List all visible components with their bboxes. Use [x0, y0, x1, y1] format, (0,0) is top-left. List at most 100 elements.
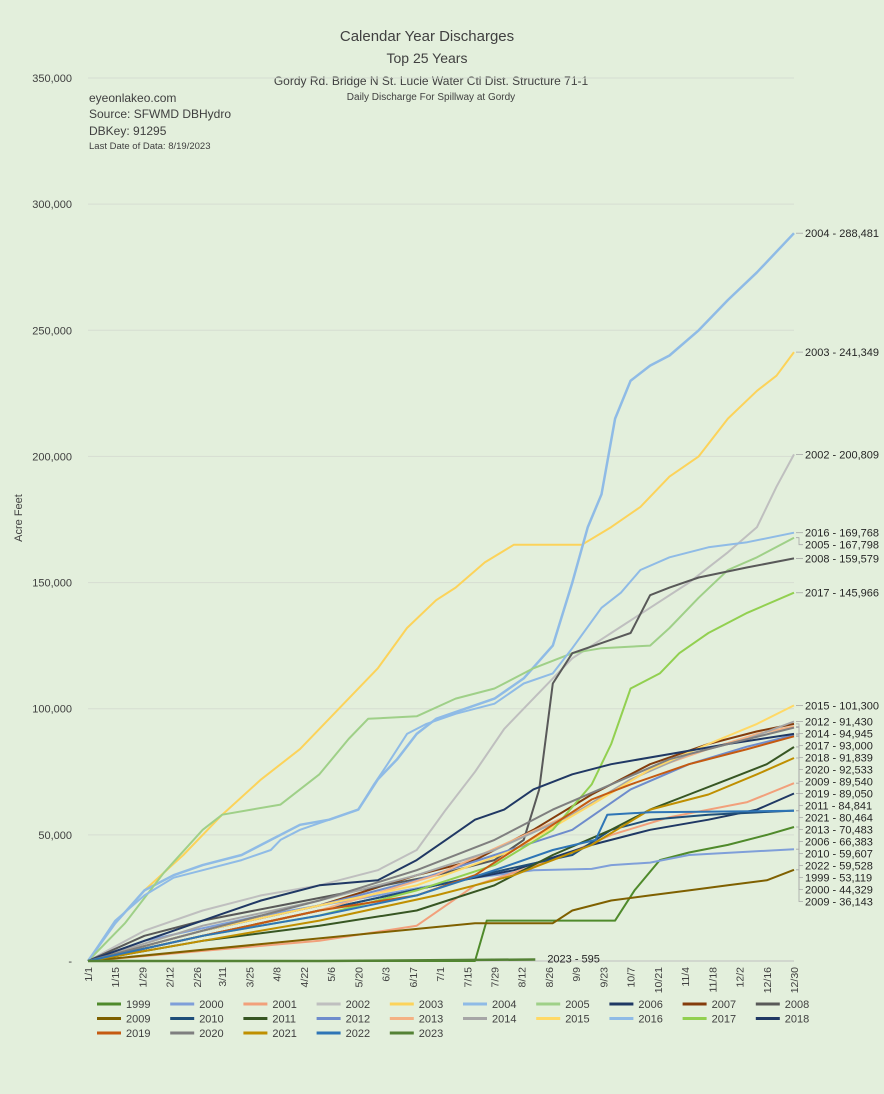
- leader-line: [796, 810, 803, 854]
- end-label: 2002 - 200,809: [805, 449, 879, 461]
- series-line-2009: [87, 868, 795, 962]
- x-tick-label: 1/1: [83, 967, 95, 982]
- leader-line: [796, 869, 803, 902]
- y-tick-label: 100,000: [32, 704, 72, 716]
- series-line-2001: [87, 782, 795, 962]
- end-label: 2015 - 101,300: [805, 700, 879, 712]
- leader-line: [796, 733, 803, 770]
- leader-line: [796, 746, 803, 806]
- x-tick-label: 10/7: [626, 967, 638, 988]
- legend-entry: 2001: [272, 999, 296, 1011]
- legend-entry: 2013: [419, 1014, 443, 1026]
- leader-line: [796, 537, 803, 546]
- x-tick-label: 11/4: [680, 967, 692, 987]
- end-label: 2009 - 36,143: [805, 896, 873, 908]
- legend-entry: 2002: [346, 999, 370, 1011]
- x-tick-label: 4/8: [272, 967, 284, 982]
- end-label: 2005 - 167,798: [805, 540, 879, 552]
- grid: [88, 77, 794, 962]
- series-line-2003: [87, 351, 795, 962]
- leader-line: [796, 723, 803, 734]
- end-label: 2000 - 44,329: [805, 884, 873, 896]
- legend-entry: 2003: [419, 999, 443, 1011]
- y-tick-label: 150,000: [32, 578, 72, 590]
- legend-entry: 2017: [712, 1014, 736, 1026]
- info-website: eyeonlakeo.com: [89, 91, 176, 105]
- y-tick-label: 200,000: [32, 451, 72, 463]
- y-tick-label: 300,000: [32, 199, 72, 211]
- leader-line: [796, 727, 803, 758]
- x-tick-label: 11/18: [707, 967, 719, 993]
- series-line-1999: [88, 826, 795, 962]
- series-line-2000: [87, 848, 795, 962]
- legend-entry: 2010: [199, 1014, 223, 1026]
- x-tick-label: 6/17: [408, 967, 420, 988]
- legend-entry: 2007: [712, 999, 736, 1011]
- y-axis: - 50,000 100,000 150,000 200,000 250,000 300,0…: [32, 73, 72, 968]
- legend-entry: 2018: [785, 1014, 809, 1026]
- end-label: 2020 - 92,533: [805, 764, 873, 776]
- leader-line: [796, 810, 803, 866]
- x-tick-label: 2/26: [192, 967, 204, 988]
- x-tick-label: 7/15: [462, 967, 474, 988]
- x-tick-label: 1/15: [110, 967, 122, 988]
- end-label: 2008 - 159,579: [805, 553, 879, 565]
- end-label: 2011 - 84,841: [805, 800, 872, 812]
- end-label: 2021 - 80,464: [805, 812, 873, 824]
- end-label: 2010 - 59,607: [805, 848, 873, 860]
- y-axis-label: Acre Feet: [13, 494, 25, 542]
- x-tick-label: 12/2: [735, 967, 747, 988]
- info-dbkey: DBKey: 91295: [89, 124, 167, 138]
- leader-line: [796, 735, 803, 794]
- legend-entry: 2020: [199, 1028, 223, 1040]
- end-label: 2023 - 595: [547, 953, 600, 965]
- x-tick-label: 7/1: [435, 967, 447, 982]
- x-tick-label: 12/16: [762, 967, 774, 993]
- series-line-2005: [87, 536, 795, 962]
- x-tick-label: 5/6: [326, 967, 338, 982]
- series-line-2022: [87, 809, 795, 962]
- legend-entry: 2023: [419, 1028, 443, 1040]
- y-tick-label: 350,000: [32, 73, 72, 85]
- x-tick-label: 8/26: [544, 967, 556, 988]
- leader-line: [796, 725, 803, 746]
- series-line-2021: [87, 757, 795, 962]
- chart-title: Calendar Year Discharges: [340, 28, 514, 45]
- end-label: 2017 - 93,000: [805, 740, 873, 752]
- end-label: 2004 - 288,481: [805, 228, 879, 240]
- y-tick-label: -: [68, 956, 72, 968]
- series-line-2008: [87, 557, 795, 962]
- legend: 1999 2000 2001 2002 2003 2004 2005 2006 2007 2008…: [97, 999, 809, 1040]
- legend-entry: 2009: [126, 1014, 150, 1026]
- end-label: 2014 - 94,945: [805, 728, 873, 740]
- x-tick-label: 9/9: [571, 967, 583, 982]
- series-line-2004: [86, 232, 795, 962]
- x-tick-label: 7/29: [489, 967, 501, 988]
- info-source: Source: SFWMD DBHydro: [89, 107, 231, 121]
- end-label: 2003 - 241,349: [805, 347, 879, 359]
- legend-entry: 2021: [272, 1028, 296, 1040]
- x-tick-label: 4/22: [299, 967, 311, 988]
- legend-entry: 2022: [346, 1028, 370, 1040]
- end-label: 1999 - 53,119: [805, 872, 872, 884]
- x-tick-label: 2/12: [165, 967, 177, 988]
- x-tick-label: 9/23: [598, 967, 610, 988]
- series-line-2017: [87, 591, 795, 962]
- end-label: 2019 - 89,050: [805, 788, 873, 800]
- legend-entry: 2014: [492, 1014, 516, 1026]
- legend-entry: 1999: [126, 999, 150, 1011]
- series-line-2023: [88, 958, 536, 963]
- legend-entry: 2000: [199, 999, 223, 1011]
- end-label: 2009 - 89,540: [805, 776, 873, 788]
- legend-entry: 2011: [272, 1014, 296, 1026]
- plot-area: [86, 232, 795, 963]
- x-tick-label: 3/11: [217, 967, 229, 987]
- x-tick-label: 1/29: [137, 967, 149, 988]
- legend-entry: 2012: [346, 1014, 370, 1026]
- series-line-2002: [87, 453, 795, 962]
- end-label: 2016 - 169,768: [805, 528, 879, 540]
- chart-subtitle-spillway: Daily Discharge For Spillway at Gordy: [347, 92, 515, 103]
- end-label: 2013 - 70,483: [805, 824, 873, 836]
- legend-entry: 2016: [638, 1014, 662, 1026]
